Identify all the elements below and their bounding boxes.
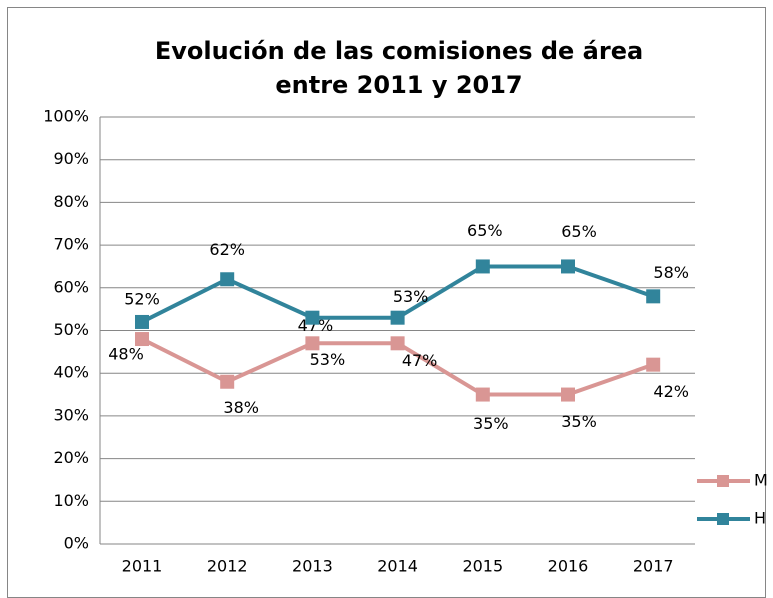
data-point <box>135 314 149 329</box>
data-point <box>561 387 575 402</box>
y-tick-label: 70% <box>53 235 89 254</box>
data-label: 35% <box>473 414 509 433</box>
legend-label: H <box>754 509 766 528</box>
data-label: 58% <box>653 263 689 282</box>
chart-title: entre 2011 y 2017 <box>275 71 522 99</box>
data-label: 52% <box>124 289 160 308</box>
legend-label: M <box>754 471 768 490</box>
y-tick-label: 90% <box>53 149 89 168</box>
data-point <box>220 272 235 287</box>
data-point <box>646 289 661 304</box>
data-label: 42% <box>653 382 689 401</box>
y-tick-label: 60% <box>53 277 89 296</box>
data-label: 65% <box>561 222 597 241</box>
y-tick-label: 20% <box>53 448 89 467</box>
data-label: 62% <box>209 240 245 259</box>
x-tick-label: 2016 <box>548 557 589 576</box>
x-tick-label: 2014 <box>377 557 418 576</box>
data-point <box>390 336 405 351</box>
data-label: 53% <box>393 287 429 306</box>
y-tick-label: 50% <box>53 320 89 339</box>
data-point <box>220 374 235 389</box>
data-point <box>475 387 490 402</box>
chart-title: Evolución de las comisiones de área <box>155 37 643 65</box>
legend-marker <box>717 475 729 487</box>
legend-marker <box>717 513 729 525</box>
x-tick-label: 2015 <box>462 557 503 576</box>
data-point <box>475 259 490 274</box>
data-label: 47% <box>402 351 438 370</box>
data-point <box>305 336 320 351</box>
data-point <box>561 259 575 274</box>
data-point <box>646 357 661 372</box>
y-tick-label: 0% <box>64 534 89 553</box>
x-tick-label: 2013 <box>292 557 333 576</box>
data-label: 35% <box>561 412 597 431</box>
y-tick-label: 30% <box>53 405 89 424</box>
x-tick-label: 2017 <box>633 557 674 576</box>
data-label: 65% <box>467 221 503 240</box>
data-point <box>305 310 320 325</box>
data-point <box>390 310 405 325</box>
y-tick-label: 10% <box>53 491 89 510</box>
data-point <box>135 332 149 347</box>
x-tick-label: 2012 <box>207 557 248 576</box>
y-tick-label: 80% <box>53 192 89 211</box>
y-tick-label: 40% <box>53 363 89 382</box>
y-tick-label: 100% <box>43 107 89 126</box>
chart-frame <box>7 7 766 598</box>
x-tick-label: 2011 <box>122 557 163 576</box>
data-label: 48% <box>108 345 144 364</box>
data-label: 38% <box>223 398 259 417</box>
data-label: 53% <box>310 350 346 369</box>
